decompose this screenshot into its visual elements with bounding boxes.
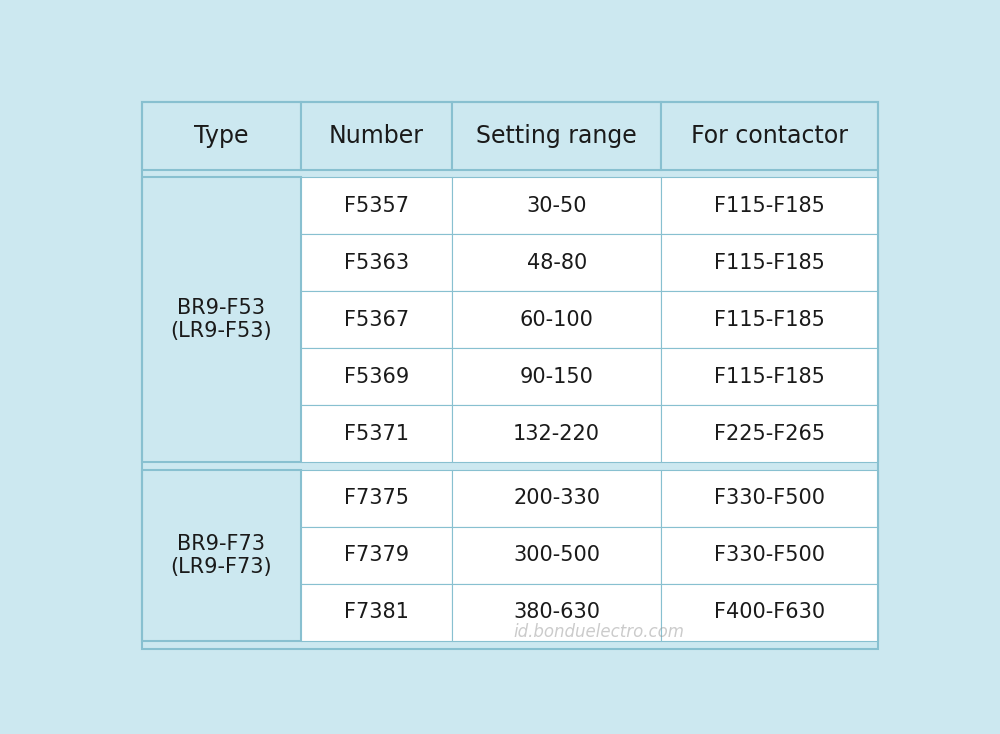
Bar xyxy=(301,102,452,170)
Text: 200-330: 200-330 xyxy=(513,489,600,509)
Bar xyxy=(142,470,301,641)
Text: id.bonduelectro.com: id.bonduelectro.com xyxy=(513,622,684,641)
Bar xyxy=(142,102,301,170)
Text: F115-F185: F115-F185 xyxy=(714,310,825,330)
Text: F115-F185: F115-F185 xyxy=(714,196,825,216)
Text: 300-500: 300-500 xyxy=(513,545,600,565)
Text: BR9-F73
(LR9-F73): BR9-F73 (LR9-F73) xyxy=(171,534,272,577)
Text: 380-630: 380-630 xyxy=(513,603,600,622)
Text: F225-F265: F225-F265 xyxy=(714,424,825,444)
Bar xyxy=(452,291,661,349)
Text: For contactor: For contactor xyxy=(691,124,848,148)
Bar xyxy=(452,349,661,405)
Text: F115-F185: F115-F185 xyxy=(714,367,825,387)
Text: Setting range: Setting range xyxy=(476,124,637,148)
Bar xyxy=(301,291,452,349)
Bar xyxy=(661,405,878,462)
Bar xyxy=(301,234,452,291)
Text: F5369: F5369 xyxy=(344,367,409,387)
Bar xyxy=(452,405,661,462)
Bar xyxy=(301,178,452,234)
Text: 90-150: 90-150 xyxy=(520,367,594,387)
Bar xyxy=(142,178,301,462)
Text: 132-220: 132-220 xyxy=(513,424,600,444)
Text: F7379: F7379 xyxy=(344,545,409,565)
Text: F7375: F7375 xyxy=(344,489,409,509)
Bar xyxy=(661,178,878,234)
Text: 48-80: 48-80 xyxy=(527,253,587,273)
Text: F330-F500: F330-F500 xyxy=(714,545,825,565)
Text: F115-F185: F115-F185 xyxy=(714,253,825,273)
Bar xyxy=(452,102,661,170)
Bar xyxy=(301,584,452,641)
Text: Number: Number xyxy=(329,124,424,148)
Bar xyxy=(301,349,452,405)
Bar xyxy=(452,234,661,291)
Bar xyxy=(661,527,878,584)
Bar xyxy=(661,584,878,641)
Text: BR9-F53
(LR9-F53): BR9-F53 (LR9-F53) xyxy=(171,298,272,341)
Bar xyxy=(301,527,452,584)
Bar xyxy=(661,291,878,349)
Text: F400-F630: F400-F630 xyxy=(714,603,825,622)
Text: Type: Type xyxy=(194,124,249,148)
Text: F330-F500: F330-F500 xyxy=(714,489,825,509)
Text: 30-50: 30-50 xyxy=(526,196,587,216)
Text: F5357: F5357 xyxy=(344,196,409,216)
Bar xyxy=(301,470,452,527)
Bar xyxy=(452,470,661,527)
Bar xyxy=(661,102,878,170)
Text: F7381: F7381 xyxy=(344,603,409,622)
Text: F5363: F5363 xyxy=(344,253,409,273)
Bar xyxy=(452,178,661,234)
Bar xyxy=(661,234,878,291)
Bar xyxy=(452,527,661,584)
Text: F5367: F5367 xyxy=(344,310,409,330)
Text: 60-100: 60-100 xyxy=(520,310,594,330)
Bar xyxy=(452,584,661,641)
Bar xyxy=(301,405,452,462)
Bar xyxy=(661,349,878,405)
Text: F5371: F5371 xyxy=(344,424,409,444)
Bar xyxy=(661,470,878,527)
